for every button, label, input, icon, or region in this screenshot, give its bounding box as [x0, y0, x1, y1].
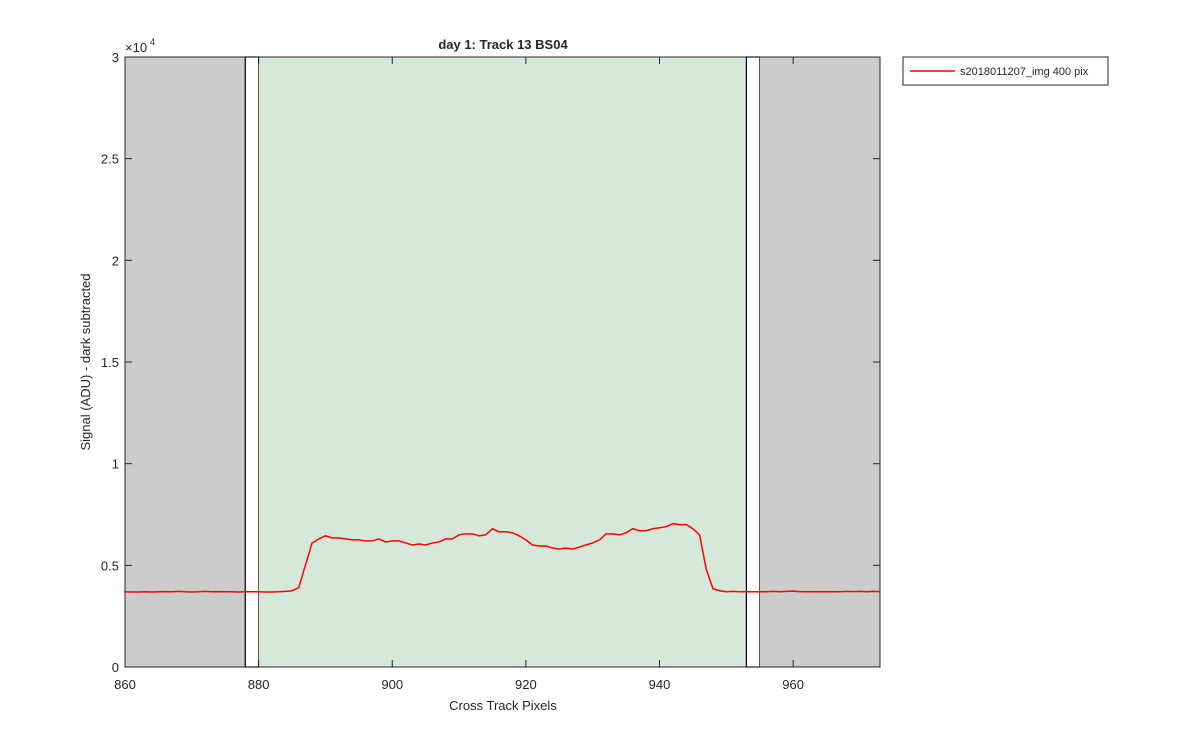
x-tick-label: 860 — [114, 677, 136, 692]
y-multiplier: ×10 — [125, 40, 147, 55]
region — [244, 56, 260, 668]
y-multiplier-exponent: 4 — [150, 37, 155, 47]
y-tick-label: 2.5 — [101, 152, 119, 167]
x-tick-label: 940 — [649, 677, 671, 692]
chart-title: day 1: Track 13 BS04 — [438, 37, 568, 52]
x-axis-label: Cross Track Pixels — [449, 698, 557, 713]
x-tick-label: 960 — [782, 677, 804, 692]
x-tick-label: 900 — [381, 677, 403, 692]
y-tick-label: 0.5 — [101, 558, 119, 573]
legend-label: s2018011207_img 400 pix — [960, 66, 1089, 78]
y-tick-label: 1 — [112, 457, 119, 472]
y-tick-label: 1.5 — [101, 355, 119, 370]
y-tick-label: 2 — [112, 253, 119, 268]
region — [759, 57, 880, 667]
y-tick-label: 3 — [112, 50, 119, 65]
region — [258, 57, 747, 667]
y-tick-label: 0 — [112, 660, 119, 675]
y-axis-label: Signal (ADU) - dark subtracted — [78, 273, 93, 450]
plot-frame — [124, 56, 881, 668]
x-tick-label: 880 — [248, 677, 270, 692]
region — [745, 56, 761, 668]
region — [125, 57, 246, 667]
x-tick-label: 920 — [515, 677, 537, 692]
data-line — [124, 522, 881, 593]
